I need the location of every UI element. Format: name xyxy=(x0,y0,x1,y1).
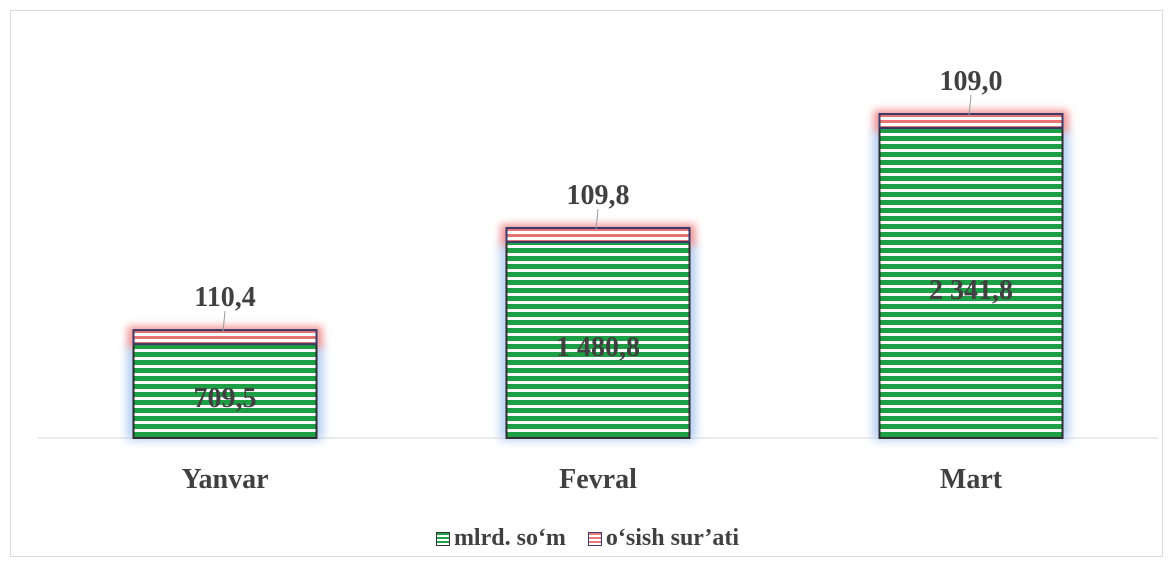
leader-line-1 xyxy=(595,208,599,231)
x-tick-label-1: Fevral xyxy=(559,464,637,495)
bar-osish-0 xyxy=(132,329,318,346)
legend-item-osish: o‘sish sur’ati xyxy=(587,524,740,552)
bar-mlrd-1 xyxy=(505,240,691,439)
bar-mlrd-2 xyxy=(878,127,1064,439)
data-label-mlrd-2: 2 341,8 xyxy=(929,275,1013,306)
legend-swatch-green xyxy=(435,531,450,546)
data-label-mlrd-1: 1 480,8 xyxy=(556,332,640,363)
legend-swatch-red xyxy=(587,531,602,546)
bar-osish-1 xyxy=(505,226,691,243)
legend-item-mlrd: mlrd. so‘m xyxy=(435,524,566,552)
data-label-mlrd-0: 709,5 xyxy=(194,383,257,414)
leader-line-0 xyxy=(222,311,226,333)
x-tick-label-0: Yanvar xyxy=(181,464,268,495)
data-label-osish-2: 109,0 xyxy=(940,66,1003,97)
legend: mlrd. so‘m o‘sish sur’ati xyxy=(0,524,1175,552)
x-tick-label-2: Mart xyxy=(940,464,1003,495)
legend-label-osish: o‘sish sur’ati xyxy=(605,524,740,551)
leader-line-2 xyxy=(968,94,972,117)
data-label-osish-0: 110,4 xyxy=(194,282,255,313)
bar-osish-2 xyxy=(878,113,1064,129)
legend-label-mlrd: mlrd. so‘m xyxy=(453,524,566,551)
data-label-osish-1: 109,8 xyxy=(567,180,630,211)
